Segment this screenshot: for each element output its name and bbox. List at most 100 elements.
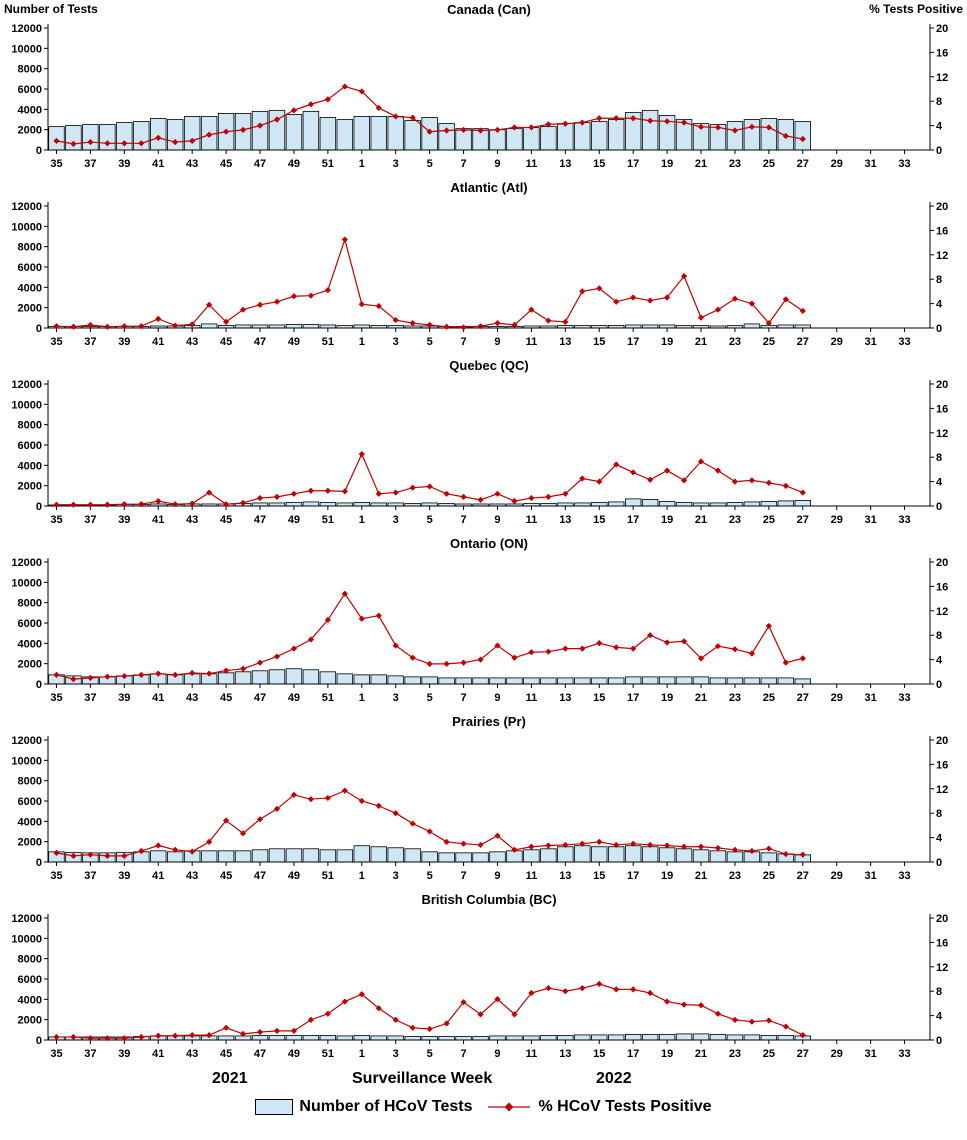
bar-swatch-icon <box>255 1099 294 1115</box>
svg-text:25: 25 <box>763 158 775 170</box>
svg-text:4000: 4000 <box>18 104 42 116</box>
svg-text:23: 23 <box>729 514 741 526</box>
panel-title: Canada (Can) <box>447 2 531 17</box>
svg-text:37: 37 <box>84 870 96 882</box>
svg-text:5: 5 <box>427 870 433 882</box>
svg-text:37: 37 <box>84 1048 96 1060</box>
svg-text:10000: 10000 <box>11 755 42 767</box>
legend-item-line: % HCoV Tests Positive <box>486 1098 712 1116</box>
svg-text:51: 51 <box>322 692 334 704</box>
svg-text:11: 11 <box>526 692 538 704</box>
svg-text:33: 33 <box>898 158 910 170</box>
svg-text:31: 31 <box>865 692 877 704</box>
svg-text:3: 3 <box>393 870 399 882</box>
panel-title: Prairies (Pr) <box>452 714 526 729</box>
svg-text:39: 39 <box>118 1048 130 1060</box>
svg-text:39: 39 <box>118 870 130 882</box>
svg-text:8000: 8000 <box>18 420 42 432</box>
svg-text:51: 51 <box>322 1048 334 1060</box>
svg-text:6000: 6000 <box>18 440 42 452</box>
svg-text:11: 11 <box>526 514 538 526</box>
svg-text:8000: 8000 <box>18 954 42 966</box>
svg-text:21: 21 <box>695 692 707 704</box>
svg-text:12: 12 <box>936 250 948 262</box>
svg-text:37: 37 <box>84 692 96 704</box>
svg-text:17: 17 <box>627 1048 639 1060</box>
svg-text:10000: 10000 <box>11 43 42 55</box>
svg-text:12000: 12000 <box>11 557 42 569</box>
svg-text:0: 0 <box>936 857 942 869</box>
svg-text:1: 1 <box>359 1048 365 1060</box>
svg-text:43: 43 <box>186 158 198 170</box>
svg-text:16: 16 <box>936 403 948 415</box>
svg-text:16: 16 <box>936 225 948 237</box>
legend-line-label: % HCoV Tests Positive <box>538 1098 712 1115</box>
svg-text:10000: 10000 <box>11 221 42 233</box>
svg-text:49: 49 <box>288 692 300 704</box>
svg-text:29: 29 <box>831 514 843 526</box>
panel-quebec: Quebec (QC) 0 2000 4000 6000 8000 10000 12000 0… <box>0 356 967 534</box>
svg-text:8: 8 <box>936 808 942 820</box>
svg-text:20: 20 <box>936 557 948 569</box>
svg-text:9: 9 <box>494 692 500 704</box>
svg-text:31: 31 <box>865 336 877 348</box>
svg-text:20: 20 <box>936 913 948 925</box>
svg-text:41: 41 <box>152 158 164 170</box>
year-label-2021: 2021 <box>212 1070 248 1087</box>
svg-text:23: 23 <box>729 158 741 170</box>
svg-text:0: 0 <box>36 679 42 691</box>
svg-text:9: 9 <box>494 870 500 882</box>
svg-text:21: 21 <box>695 158 707 170</box>
svg-text:41: 41 <box>152 1048 164 1060</box>
svg-text:37: 37 <box>84 514 96 526</box>
svg-text:29: 29 <box>831 692 843 704</box>
year-label-2022: 2022 <box>596 1070 632 1087</box>
svg-text:3: 3 <box>393 1048 399 1060</box>
svg-text:29: 29 <box>831 1048 843 1060</box>
svg-text:51: 51 <box>322 870 334 882</box>
svg-text:8: 8 <box>936 986 942 998</box>
svg-text:15: 15 <box>593 514 605 526</box>
svg-text:6000: 6000 <box>18 618 42 630</box>
svg-text:5: 5 <box>427 158 433 170</box>
svg-text:47: 47 <box>254 336 266 348</box>
svg-text:2000: 2000 <box>18 481 42 493</box>
svg-text:17: 17 <box>627 692 639 704</box>
svg-text:31: 31 <box>865 870 877 882</box>
svg-text:1: 1 <box>359 158 365 170</box>
svg-text:13: 13 <box>559 870 571 882</box>
svg-text:9: 9 <box>494 336 500 348</box>
svg-text:0: 0 <box>36 145 42 157</box>
svg-text:16: 16 <box>936 937 948 949</box>
svg-text:15: 15 <box>593 336 605 348</box>
svg-text:4: 4 <box>936 121 943 133</box>
svg-text:0: 0 <box>936 679 942 691</box>
chart-legend: Number of HCoV Tests % HCoV Tests Positi… <box>0 1098 967 1116</box>
line-diamond-icon <box>488 1102 531 1112</box>
svg-text:3: 3 <box>393 336 399 348</box>
svg-text:12000: 12000 <box>11 735 42 747</box>
legend-item-bars: Number of HCoV Tests <box>255 1098 472 1116</box>
svg-text:6000: 6000 <box>18 796 42 808</box>
svg-text:45: 45 <box>220 870 232 882</box>
panel-bc: British Columbia (BC) 0 2000 4000 6000 8000 1… <box>0 890 967 1068</box>
svg-text:51: 51 <box>322 336 334 348</box>
svg-text:13: 13 <box>559 1048 571 1060</box>
svg-text:6000: 6000 <box>18 974 42 986</box>
svg-text:23: 23 <box>729 336 741 348</box>
svg-text:20: 20 <box>936 379 948 391</box>
svg-text:35: 35 <box>50 1048 62 1060</box>
svg-text:29: 29 <box>831 336 843 348</box>
svg-text:17: 17 <box>627 158 639 170</box>
svg-text:4000: 4000 <box>18 282 42 294</box>
svg-text:27: 27 <box>797 1048 809 1060</box>
svg-text:3: 3 <box>393 692 399 704</box>
panel-title: Ontario (ON) <box>450 536 528 551</box>
svg-text:19: 19 <box>661 692 673 704</box>
svg-text:23: 23 <box>729 870 741 882</box>
svg-text:7: 7 <box>460 158 466 170</box>
svg-text:29: 29 <box>831 158 843 170</box>
svg-text:17: 17 <box>627 514 639 526</box>
